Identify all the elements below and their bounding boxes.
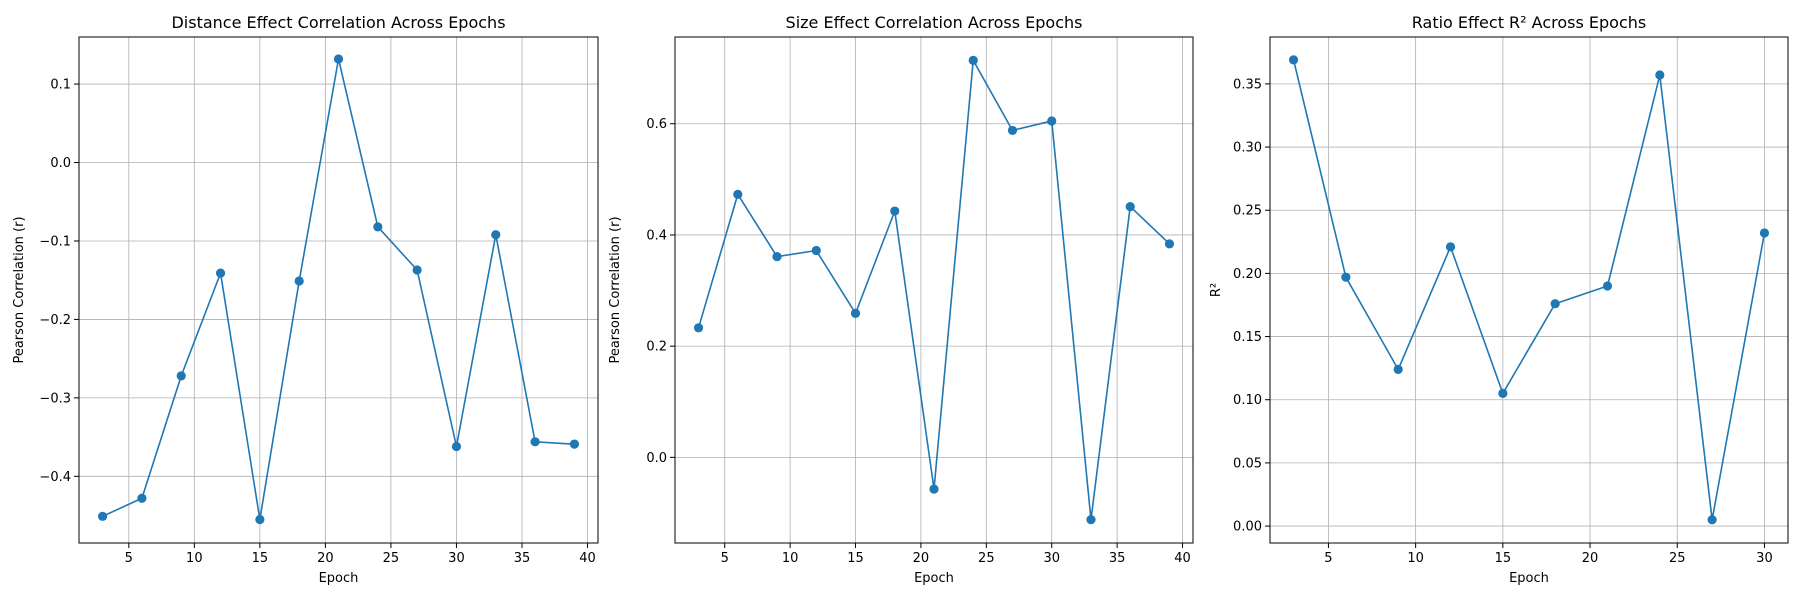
y-tick-label: 0.05 (1233, 456, 1262, 471)
data-point (1445, 242, 1456, 252)
x-axis-label: Epoch (914, 571, 954, 586)
data-point (373, 222, 383, 232)
y-tick-label: 0.4 (646, 228, 667, 243)
data-point (1550, 299, 1560, 309)
y-tick-label: 0.00 (1233, 520, 1262, 535)
y-tick-label: −0.1 (39, 234, 71, 249)
data-point (772, 252, 782, 262)
data-point (1288, 55, 1299, 65)
series-line (1292, 59, 1766, 521)
x-axis-label: Epoch (1509, 571, 1549, 586)
data-point (1498, 388, 1508, 399)
x-tick-label: 25 (978, 551, 995, 566)
data-point (1086, 515, 1096, 525)
data-point (294, 276, 304, 286)
x-tick-label: 30 (1043, 551, 1060, 566)
chart-title: Size Effect Correlation Across Epochs (786, 13, 1083, 32)
x-tick-label: 15 (252, 551, 269, 566)
data-point (811, 245, 821, 256)
y-tick-label: 0.1 (50, 78, 71, 93)
y-tick-label: −0.4 (39, 470, 71, 485)
y-tick-label: 0.30 (1233, 141, 1262, 156)
data-point (1164, 239, 1175, 249)
data-point (1759, 228, 1770, 238)
x-tick-label: 40 (579, 551, 596, 566)
data-point (693, 323, 704, 333)
x-axis-label: Epoch (319, 571, 359, 586)
x-tick-label: 10 (186, 551, 203, 566)
series-line (102, 58, 575, 521)
chart-panel-1: 5 10 15 20 25 30 35 40 −0.4 −0.3 −0.2 −0.1 0.0 0.1 Dis… (12, 13, 599, 586)
data-point (1655, 70, 1665, 80)
data-point (530, 437, 540, 447)
data-point (97, 511, 108, 521)
x-tick-label: 5 (1324, 551, 1332, 566)
data-point (412, 265, 422, 275)
x-tick-label: 20 (1582, 551, 1599, 566)
data-point (569, 439, 580, 449)
data-point (333, 54, 344, 64)
x-tick-label: 25 (383, 551, 400, 566)
x-tick-label: 20 (913, 551, 930, 566)
data-point (176, 371, 186, 381)
data-point (1125, 201, 1135, 212)
x-tick-label: 40 (1174, 551, 1191, 566)
y-tick-label: 0.25 (1233, 204, 1262, 219)
chart-title: Ratio Effect R² Across Epochs (1412, 13, 1646, 32)
data-point (890, 206, 900, 216)
x-tick-label: 25 (1669, 551, 1686, 566)
chart-panel-3: 5 10 15 20 25 30 0.00 0.05 0.10 0.15 0.20 0.25 0.30 0… (1209, 13, 1789, 586)
data-point (968, 55, 978, 65)
chart-panel-2: 5 10 15 20 25 30 35 40 0.0 0.2 0.4 0.6 Size Effect C… (608, 13, 1194, 586)
x-tick-label: 30 (1756, 551, 1773, 566)
y-tick-label: 0.10 (1233, 393, 1262, 408)
y-tick-label: 0.15 (1233, 330, 1262, 345)
y-tick-label: 0.6 (646, 117, 667, 132)
y-tick-label: −0.2 (39, 313, 71, 328)
data-point (215, 268, 226, 278)
x-tick-label: 10 (1407, 551, 1424, 566)
series-line (697, 59, 1171, 521)
data-point (255, 514, 265, 525)
x-tick-label: 15 (847, 551, 864, 566)
data-point (1047, 116, 1057, 126)
x-tick-label: 5 (125, 551, 133, 566)
y-tick-label: 0.0 (646, 451, 667, 466)
y-tick-label: 0.2 (646, 340, 667, 355)
x-tick-label: 30 (448, 551, 465, 566)
y-axis-label: R² (1209, 283, 1224, 297)
data-point (929, 484, 939, 494)
y-axis-label: Pearson Correlation (r) (12, 216, 27, 363)
data-point (1707, 515, 1717, 525)
data-point (1007, 125, 1018, 136)
data-point (137, 493, 147, 503)
y-tick-label: −0.3 (39, 391, 71, 406)
data-point (451, 441, 462, 452)
x-tick-label: 35 (514, 551, 531, 566)
data-point (850, 308, 861, 318)
x-tick-label: 15 (1495, 551, 1512, 566)
y-tick-label: 0.35 (1233, 77, 1262, 92)
x-tick-label: 5 (721, 551, 729, 566)
data-point (491, 230, 501, 240)
y-tick-label: 0.20 (1233, 267, 1262, 282)
y-axis-label: Pearson Correlation (r) (608, 216, 623, 363)
data-point (1602, 281, 1613, 291)
axes-frame (78, 36, 599, 544)
x-tick-label: 20 (317, 551, 334, 566)
y-tick-label: 0.0 (50, 156, 71, 171)
data-point (1341, 272, 1351, 282)
x-tick-label: 35 (1109, 551, 1126, 566)
chart-title: Distance Effect Correlation Across Epoch… (171, 13, 505, 32)
data-point (733, 189, 743, 199)
x-tick-label: 10 (782, 551, 799, 566)
data-point (1393, 364, 1403, 375)
axes-frame (1269, 36, 1789, 544)
axes-frame (674, 36, 1194, 544)
